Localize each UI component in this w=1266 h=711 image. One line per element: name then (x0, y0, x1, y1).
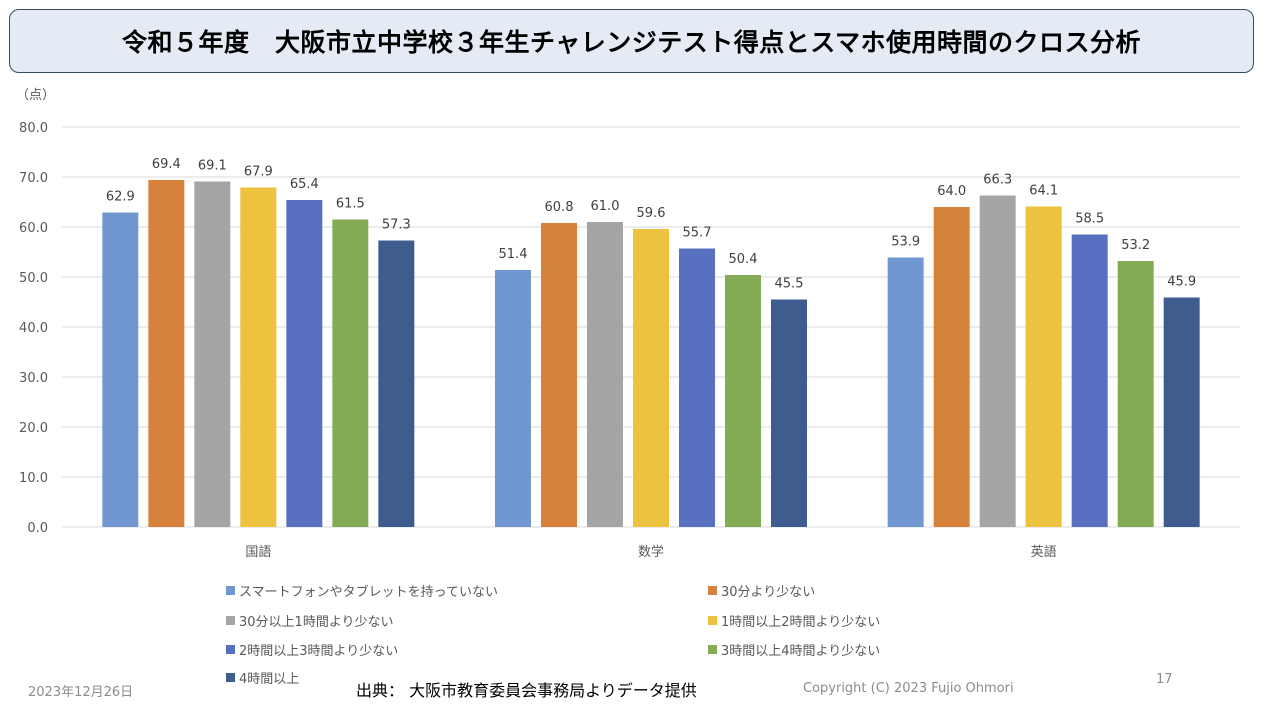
legend-swatch (226, 586, 235, 595)
data-label: 69.4 (152, 157, 181, 172)
data-label: 57.3 (382, 218, 411, 233)
bar (725, 275, 761, 527)
bar (1163, 297, 1200, 527)
data-label: 62.9 (106, 190, 135, 205)
legend-item: 1時間以上2時間より少ない (708, 611, 880, 630)
legend-item: 30分以上1時間より少ない (226, 611, 394, 630)
data-label: 61.0 (591, 199, 620, 214)
bar (633, 229, 669, 527)
data-label: 45.9 (1167, 275, 1196, 290)
legend-label: 1時間以上2時間より少ない (721, 615, 881, 630)
y-tick-label: 10.0 (19, 471, 48, 486)
data-label: 69.1 (198, 159, 227, 174)
data-label: 66.3 (983, 173, 1012, 188)
bar (148, 180, 185, 527)
legend-swatch (226, 645, 235, 654)
bar (102, 212, 139, 527)
title-banner: 令和５年度 大阪市立中学校３年生チャレンジテスト得点とスマホ使用時間のクロス分析 (9, 9, 1254, 73)
data-label: 59.6 (637, 206, 666, 221)
bar (1117, 261, 1154, 527)
data-label: 45.5 (775, 277, 804, 292)
x-category-label: 数学 (638, 544, 664, 560)
y-axis-ticks: 0.0 10.0 20.0 30.0 40.0 50.0 60.0 70.0 80.0 (19, 121, 48, 536)
data-labels: 62.9 69.4 69.1 67.9 65.4 61.5 57.3 51.4 60.8 61.0… (106, 157, 1196, 292)
data-label: 50.4 (729, 252, 758, 267)
footer-date: 2023年12月26日 (28, 685, 134, 700)
legend-label: 4時間以上 (239, 672, 300, 687)
y-tick-label: 30.0 (19, 371, 48, 386)
bar (933, 207, 970, 527)
bar (1025, 206, 1062, 527)
data-label: 64.1 (1029, 184, 1058, 199)
bar (240, 187, 277, 527)
y-tick-label: 40.0 (19, 321, 48, 336)
bar (587, 222, 623, 527)
legend-swatch (226, 616, 235, 625)
y-tick-label: 20.0 (19, 421, 48, 436)
legend-swatch (226, 673, 235, 682)
data-label: 55.7 (683, 226, 712, 241)
legend-item: 3時間以上4時間より少ない (708, 640, 880, 659)
data-label: 61.5 (336, 197, 365, 212)
data-label: 67.9 (244, 165, 273, 180)
bar (679, 248, 715, 527)
y-tick-label: 50.0 (19, 271, 48, 286)
y-tick-label: 70.0 (19, 171, 48, 186)
page-title: 令和５年度 大阪市立中学校３年生チャレンジテスト得点とスマホ使用時間のクロス分析 (121, 28, 1141, 57)
legend-swatch (708, 586, 717, 595)
y-tick-label: 80.0 (19, 121, 48, 136)
footer-copyright: Copyright (C) 2023 Fujio Ohmori (803, 681, 1014, 696)
bar (1071, 234, 1108, 527)
bar (194, 181, 231, 527)
x-category-label: 国語 (245, 544, 271, 560)
data-label: 64.0 (937, 184, 966, 199)
bar (378, 240, 415, 527)
bars (102, 180, 1200, 527)
x-axis-categories: 国語 数学 英語 (245, 544, 1056, 560)
legend-item: 30分より少ない (708, 581, 815, 600)
legend-item: スマートフォンやタブレットを持っていない (226, 581, 498, 600)
legend-item: 2時間以上3時間より少ない (226, 640, 398, 659)
data-label: 65.4 (290, 177, 319, 192)
y-tick-label: 0.0 (27, 521, 48, 536)
bar (286, 200, 323, 527)
bar (979, 195, 1016, 527)
y-axis-unit-label: （点） (16, 88, 55, 103)
legend-label: 2時間以上3時間より少ない (239, 644, 399, 659)
page-number: 17 (1156, 672, 1173, 687)
data-label: 51.4 (499, 247, 528, 262)
data-label: 53.9 (891, 235, 920, 250)
bar (495, 270, 531, 527)
data-label: 53.2 (1121, 238, 1150, 253)
footer-source: 出典： 大阪市教育委員会事務局よりデータ提供 (356, 681, 697, 700)
x-category-label: 英語 (1031, 544, 1057, 560)
legend-item: 4時間以上 (226, 668, 299, 687)
data-label: 58.5 (1075, 212, 1104, 227)
legend-label: 30分以上1時間より少ない (239, 615, 394, 630)
legend-swatch (708, 616, 717, 625)
legend-swatch (708, 645, 717, 654)
data-label: 60.8 (545, 200, 574, 215)
bar (332, 219, 369, 527)
bar (541, 223, 577, 527)
legend-label: 30分より少ない (721, 585, 816, 600)
legend-label: 3時間以上4時間より少ない (721, 644, 881, 659)
bar (887, 257, 924, 527)
legend-label: スマートフォンやタブレットを持っていない (239, 585, 498, 600)
y-tick-label: 60.0 (19, 221, 48, 236)
bar (771, 299, 807, 527)
